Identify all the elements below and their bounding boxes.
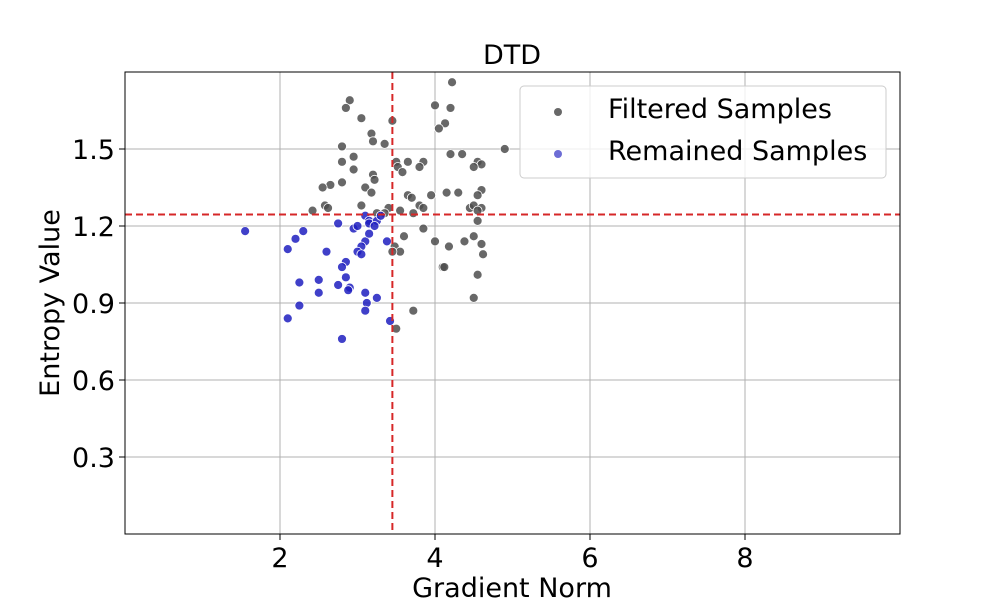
y-ticks: 0.3 0.6 0.9 1.2 1.5 bbox=[72, 135, 125, 474]
x-tick-label: 8 bbox=[736, 543, 753, 574]
threshold-lines bbox=[125, 72, 900, 534]
data-point bbox=[418, 203, 429, 213]
data-point bbox=[337, 141, 347, 152]
data-point bbox=[356, 249, 367, 260]
x-tick-label: 6 bbox=[581, 543, 598, 574]
data-point bbox=[366, 187, 377, 198]
data-point bbox=[406, 192, 417, 203]
data-point bbox=[352, 221, 363, 231]
data-point bbox=[472, 190, 483, 201]
data-point bbox=[445, 149, 456, 160]
data-point bbox=[333, 218, 344, 229]
y-axis-label: Entropy Value bbox=[35, 209, 66, 397]
data-point bbox=[337, 262, 347, 272]
data-point bbox=[340, 272, 351, 283]
data-point bbox=[298, 226, 309, 237]
data-point bbox=[321, 246, 332, 257]
data-point bbox=[457, 149, 468, 160]
data-point bbox=[382, 236, 392, 247]
data-point bbox=[433, 123, 444, 134]
data-point bbox=[468, 162, 479, 172]
data-point bbox=[371, 292, 382, 303]
data-point bbox=[368, 136, 378, 147]
data-point bbox=[282, 313, 293, 324]
data-point bbox=[441, 187, 452, 198]
data-point bbox=[344, 95, 355, 106]
y-tick-label: 1.5 bbox=[72, 135, 115, 166]
y-tick-label: 0.9 bbox=[72, 289, 115, 320]
x-tick-label: 2 bbox=[271, 543, 288, 574]
data-points bbox=[240, 77, 510, 344]
data-point bbox=[282, 244, 293, 255]
data-point bbox=[290, 233, 301, 244]
data-point bbox=[468, 231, 479, 242]
data-point bbox=[360, 305, 371, 316]
data-point bbox=[408, 208, 419, 219]
legend-marker-remained bbox=[554, 150, 562, 158]
data-point bbox=[399, 231, 409, 242]
y-tick-label: 1.2 bbox=[72, 212, 115, 243]
legend-box bbox=[519, 85, 887, 179]
data-point bbox=[418, 223, 429, 234]
data-point bbox=[444, 241, 454, 252]
data-point bbox=[439, 262, 450, 272]
x-ticks: 2 4 6 8 bbox=[271, 534, 754, 574]
data-point bbox=[472, 215, 483, 226]
data-point bbox=[356, 200, 367, 211]
data-point bbox=[294, 300, 305, 311]
data-point bbox=[356, 113, 367, 124]
data-point bbox=[430, 236, 440, 247]
legend-marker-filtered bbox=[554, 108, 562, 116]
legend-label-filtered: Filtered Samples bbox=[608, 94, 832, 125]
data-point bbox=[476, 239, 487, 249]
series-remained bbox=[240, 210, 395, 344]
data-point bbox=[348, 164, 359, 175]
data-point bbox=[337, 334, 347, 344]
data-point bbox=[348, 151, 359, 162]
x-tick-label: 4 bbox=[426, 543, 443, 574]
data-point bbox=[426, 190, 437, 201]
series-filtered bbox=[307, 77, 510, 334]
data-point bbox=[414, 162, 425, 172]
data-point bbox=[340, 103, 351, 113]
data-point bbox=[337, 177, 347, 188]
data-point bbox=[430, 100, 440, 111]
chart-title: DTD bbox=[483, 40, 541, 71]
data-point bbox=[402, 156, 413, 167]
data-point bbox=[337, 156, 347, 167]
data-point bbox=[317, 182, 328, 193]
data-point bbox=[478, 249, 488, 260]
data-point bbox=[313, 274, 324, 285]
data-point bbox=[408, 305, 419, 316]
legend-label-remained: Remained Samples bbox=[608, 136, 867, 167]
y-tick-label: 0.6 bbox=[72, 366, 115, 397]
data-point bbox=[453, 187, 464, 198]
data-point bbox=[343, 285, 354, 296]
data-point bbox=[459, 236, 470, 247]
legend: Filtered Samples Remained Samples bbox=[519, 85, 887, 179]
x-axis-label: Gradient Norm bbox=[412, 573, 612, 600]
y-tick-label: 0.3 bbox=[72, 443, 115, 474]
data-point bbox=[499, 144, 510, 154]
data-point bbox=[313, 287, 324, 298]
data-point bbox=[447, 77, 457, 88]
data-point bbox=[379, 138, 390, 149]
data-point bbox=[369, 221, 380, 231]
data-point bbox=[364, 228, 375, 239]
data-point bbox=[472, 269, 483, 280]
data-point bbox=[294, 277, 305, 288]
data-point bbox=[333, 280, 344, 290]
data-point bbox=[397, 167, 408, 178]
data-point bbox=[445, 103, 456, 113]
data-point bbox=[375, 210, 386, 221]
data-point bbox=[468, 292, 479, 303]
data-point bbox=[369, 174, 380, 185]
data-point bbox=[323, 203, 333, 213]
data-point bbox=[240, 226, 251, 237]
data-point bbox=[360, 287, 371, 298]
